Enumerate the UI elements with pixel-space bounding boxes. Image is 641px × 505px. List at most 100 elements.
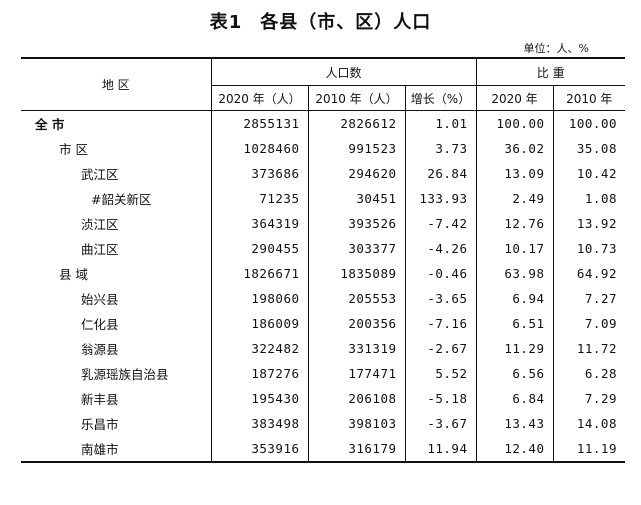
region-name: 始兴县: [81, 292, 119, 307]
region-name: 乐昌市: [81, 417, 119, 432]
ratio-2010: 1.08: [552, 186, 625, 211]
region-name: 曲江区: [81, 242, 119, 257]
ratio-2020: 12.40: [475, 436, 553, 462]
region-name: 翁源县: [81, 342, 119, 357]
population-2020: 383498: [210, 411, 308, 436]
region-name: 县 域: [59, 267, 88, 282]
ratio-2020: 6.51: [475, 311, 553, 336]
ratio-2020: 13.43: [475, 411, 553, 436]
population-2010: 294620: [307, 161, 405, 186]
region-name: 乳源瑶族自治县: [81, 367, 169, 382]
growth-rate: -7.42: [404, 211, 476, 236]
population-2010: 991523: [307, 136, 405, 161]
table-row: 翁源县 322482 331319 -2.67 11.29 11.72: [21, 336, 625, 361]
growth-rate: -3.67: [404, 411, 476, 436]
population-2010: 303377: [307, 236, 405, 261]
table-row: 新丰县 195430 206108 -5.18 6.84 7.29: [21, 386, 625, 411]
header-ratio-2010: 2010 年: [552, 85, 625, 111]
unit-note: 单位：人、%: [523, 42, 589, 55]
population-2020: 290455: [210, 236, 308, 261]
population-2020: 353916: [210, 436, 308, 462]
population-2020: 1028460: [210, 136, 308, 161]
ratio-2020: 2.49: [475, 186, 553, 211]
ratio-2010: 11.19: [552, 436, 625, 462]
table-row: 始兴县 198060 205553 -3.65 6.94 7.27: [21, 286, 625, 311]
ratio-2020: 10.17: [475, 236, 553, 261]
region-name: 市 区: [59, 142, 88, 157]
population-2010: 177471: [307, 361, 405, 386]
ratio-2010: 7.09: [552, 311, 625, 336]
ratio-2010: 7.29: [552, 386, 625, 411]
population-table: 地 区 人口数 比 重 2020 年（人） 2010 年（人） 增长（%） 20…: [21, 57, 625, 463]
ratio-2010: 10.42: [552, 161, 625, 186]
ratio-2010: 64.92: [552, 261, 625, 286]
population-2020: 373686: [210, 161, 308, 186]
header-population: 人口数: [210, 58, 476, 86]
table-row: 全 市 2855131 2826612 1.01 100.00 100.00: [21, 110, 625, 136]
table-row: 浈江区 364319 393526 -7.42 12.76 13.92: [21, 211, 625, 236]
table-row: 武江区 373686 294620 26.84 13.09 10.42: [21, 161, 625, 186]
growth-rate: 3.73: [404, 136, 476, 161]
ratio-2010: 11.72: [552, 336, 625, 361]
growth-rate: -3.65: [404, 286, 476, 311]
region-name: 仁化县: [81, 317, 119, 332]
region-name: 南雄市: [81, 442, 119, 457]
header-ratio: 比 重: [475, 58, 625, 86]
population-2010: 200356: [307, 311, 405, 336]
table-body: 全 市 2855131 2826612 1.01 100.00 100.00 市 区 1028…: [21, 110, 625, 462]
header-ratio-2020: 2020 年: [475, 85, 553, 111]
table-row: 南雄市 353916 316179 11.94 12.40 11.19: [21, 436, 625, 462]
population-2020: 198060: [210, 286, 308, 311]
population-2020: 187276: [210, 361, 308, 386]
ratio-2020: 36.02: [475, 136, 553, 161]
header-pop-2020: 2020 年（人）: [210, 85, 308, 111]
growth-rate: 1.01: [404, 110, 476, 136]
ratio-2010: 10.73: [552, 236, 625, 261]
ratio-2010: 35.08: [552, 136, 625, 161]
population-2020: 1826671: [210, 261, 308, 286]
header-pop-2010: 2010 年（人）: [307, 85, 405, 111]
population-2010: 398103: [307, 411, 405, 436]
table-row: 市 区 1028460 991523 3.73 36.02 35.08: [21, 136, 625, 161]
ratio-2020: 63.98: [475, 261, 553, 286]
region-name: 武江区: [81, 167, 119, 182]
population-2010: 393526: [307, 211, 405, 236]
region-name: 新丰县: [81, 392, 119, 407]
ratio-2020: 100.00: [475, 110, 553, 136]
ratio-2020: 6.94: [475, 286, 553, 311]
region-name: #韶关新区: [91, 192, 152, 207]
ratio-2020: 13.09: [475, 161, 553, 186]
table-row: 乳源瑶族自治县 187276 177471 5.52 6.56 6.28: [21, 361, 625, 386]
growth-rate: 133.93: [404, 186, 476, 211]
region-name: 全 市: [35, 117, 65, 132]
population-2020: 186009: [210, 311, 308, 336]
ratio-2010: 100.00: [552, 110, 625, 136]
population-2020: 71235: [210, 186, 308, 211]
ratio-2020: 6.84: [475, 386, 553, 411]
table-row: #韶关新区 71235 30451 133.93 2.49 1.08: [21, 186, 625, 211]
population-2010: 206108: [307, 386, 405, 411]
growth-rate: -4.26: [404, 236, 476, 261]
population-2010: 2826612: [307, 110, 405, 136]
ratio-2010: 13.92: [552, 211, 625, 236]
population-2020: 322482: [210, 336, 308, 361]
population-2010: 1835089: [307, 261, 405, 286]
growth-rate: 5.52: [404, 361, 476, 386]
header-growth: 增长（%）: [404, 85, 476, 111]
ratio-2010: 14.08: [552, 411, 625, 436]
table-row: 县 域 1826671 1835089 -0.46 63.98 64.92: [21, 261, 625, 286]
table-row: 曲江区 290455 303377 -4.26 10.17 10.73: [21, 236, 625, 261]
population-2020: 195430: [210, 386, 308, 411]
table-row: 仁化县 186009 200356 -7.16 6.51 7.09: [21, 311, 625, 336]
ratio-2020: 11.29: [475, 336, 553, 361]
ratio-2020: 12.76: [475, 211, 553, 236]
growth-rate: 11.94: [404, 436, 476, 462]
table-title: 表1 各县（市、区）人口: [0, 8, 641, 34]
population-2010: 30451: [307, 186, 405, 211]
region-name: 浈江区: [81, 217, 119, 232]
growth-rate: -7.16: [404, 311, 476, 336]
growth-rate: -2.67: [404, 336, 476, 361]
table-row: 乐昌市 383498 398103 -3.67 13.43 14.08: [21, 411, 625, 436]
population-2020: 364319: [210, 211, 308, 236]
table-title-text: 各县（市、区）人口: [260, 12, 432, 33]
